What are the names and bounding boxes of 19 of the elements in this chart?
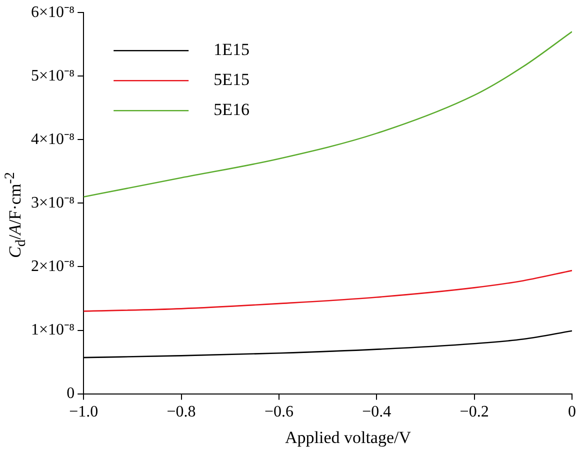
legend-label: 1E15 [214,40,250,60]
y-tick-label: 2×10⁻⁸ [30,258,75,275]
y-tick-label: 0 [66,385,75,402]
x-tick-label: 0 [568,404,576,421]
x-tick-label: −0.2 [460,404,489,421]
y-tick-label: 1×10⁻⁸ [30,321,75,338]
x-tick-label: −1.0 [69,404,98,421]
legend-label: 5E15 [214,70,250,90]
x-tick-label: −0.4 [362,404,392,421]
y-tick-label: 6×10⁻⁸ [30,4,75,21]
x-tick-label: −0.8 [166,404,196,421]
line-series [84,270,572,312]
y-tick-label: 4×10⁻⁸ [30,130,75,148]
line-series [84,31,572,198]
x-axis-title: Applied voltage/V [284,428,412,448]
x-tick-label: −0.6 [264,404,294,421]
y-tick-label: 3×10⁻⁸ [30,194,75,212]
y-tick-label: 5×10⁻⁸ [30,67,75,84]
legend-label: 5E16 [214,100,250,120]
